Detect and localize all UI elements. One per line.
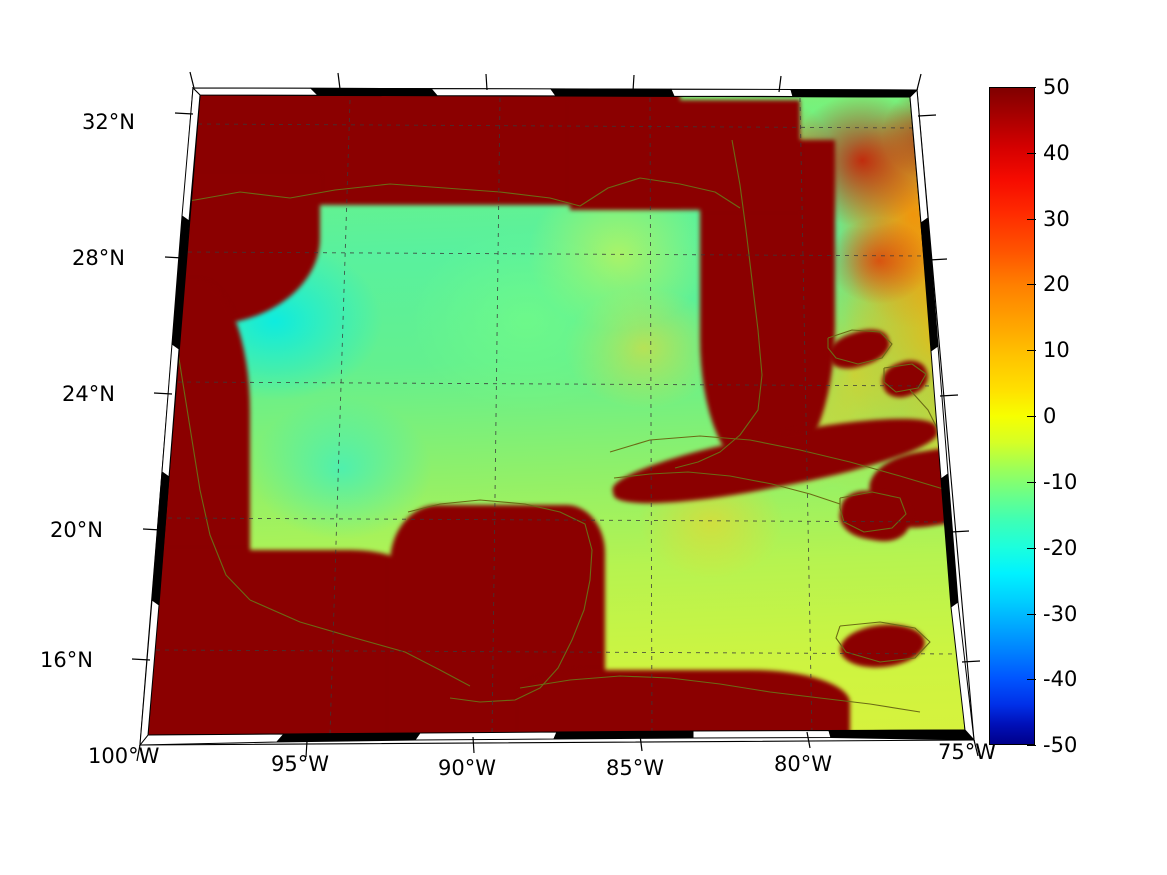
colorbar-label-20: 20 — [1043, 272, 1070, 296]
colorbar-tick-n10 — [1027, 482, 1036, 483]
lon-tick-label-80w: 80°W — [774, 752, 832, 776]
lon-tick-label-85w: 85°W — [606, 756, 664, 780]
colorbar-tick-0 — [1027, 416, 1036, 417]
lat-tick-label-24n: 24°N — [62, 382, 115, 406]
colorbar-tick-40 — [1027, 153, 1036, 154]
colorbar-label-50: 50 — [1043, 75, 1070, 99]
lat-tick-label-32n: 32°N — [82, 110, 135, 134]
graticule-overlay — [155, 97, 959, 735]
colorbar-label-n40: -40 — [1043, 667, 1078, 691]
colorbar-label-30: 30 — [1043, 207, 1070, 231]
colorbar-label-n30: -30 — [1043, 602, 1078, 626]
colorbar-label-40: 40 — [1043, 141, 1070, 165]
colorbar-tick-20 — [1027, 284, 1036, 285]
lon-tick-label-100w: 100°W — [88, 744, 160, 768]
lon-tick-label-75w: 75°W — [938, 740, 996, 764]
colorbar-tick-50 — [1027, 87, 1036, 88]
colorbar-tick-n30 — [1027, 614, 1036, 615]
colorbar-tick-n40 — [1027, 679, 1036, 680]
map-data-region — [147, 95, 965, 735]
lat-tick-label-16n: 16°N — [40, 648, 93, 672]
lon-tick-label-95w: 95°W — [271, 752, 329, 776]
colorbar-label-n20: -20 — [1043, 536, 1078, 560]
lat-tick-label-28n: 28°N — [72, 246, 125, 270]
colorbar[interactable]: 50 40 30 20 10 0 -10 -20 -30 -40 -50 — [989, 75, 1077, 757]
map-panel[interactable] — [140, 80, 980, 750]
colorbar-tick-n50 — [1027, 745, 1036, 746]
colorbar-tick-30 — [1027, 219, 1036, 220]
colorbar-tick-n20 — [1027, 548, 1036, 549]
colorbar-label-n10: -10 — [1043, 470, 1078, 494]
lat-tick-label-20n: 20°N — [50, 518, 103, 542]
lon-tick-label-90w: 90°W — [438, 756, 496, 780]
colorbar-tick-10 — [1027, 350, 1036, 351]
colorbar-label-n50: -50 — [1043, 733, 1078, 757]
colorbar-label-0: 0 — [1043, 404, 1057, 428]
colorbar-label-10: 10 — [1043, 338, 1070, 362]
